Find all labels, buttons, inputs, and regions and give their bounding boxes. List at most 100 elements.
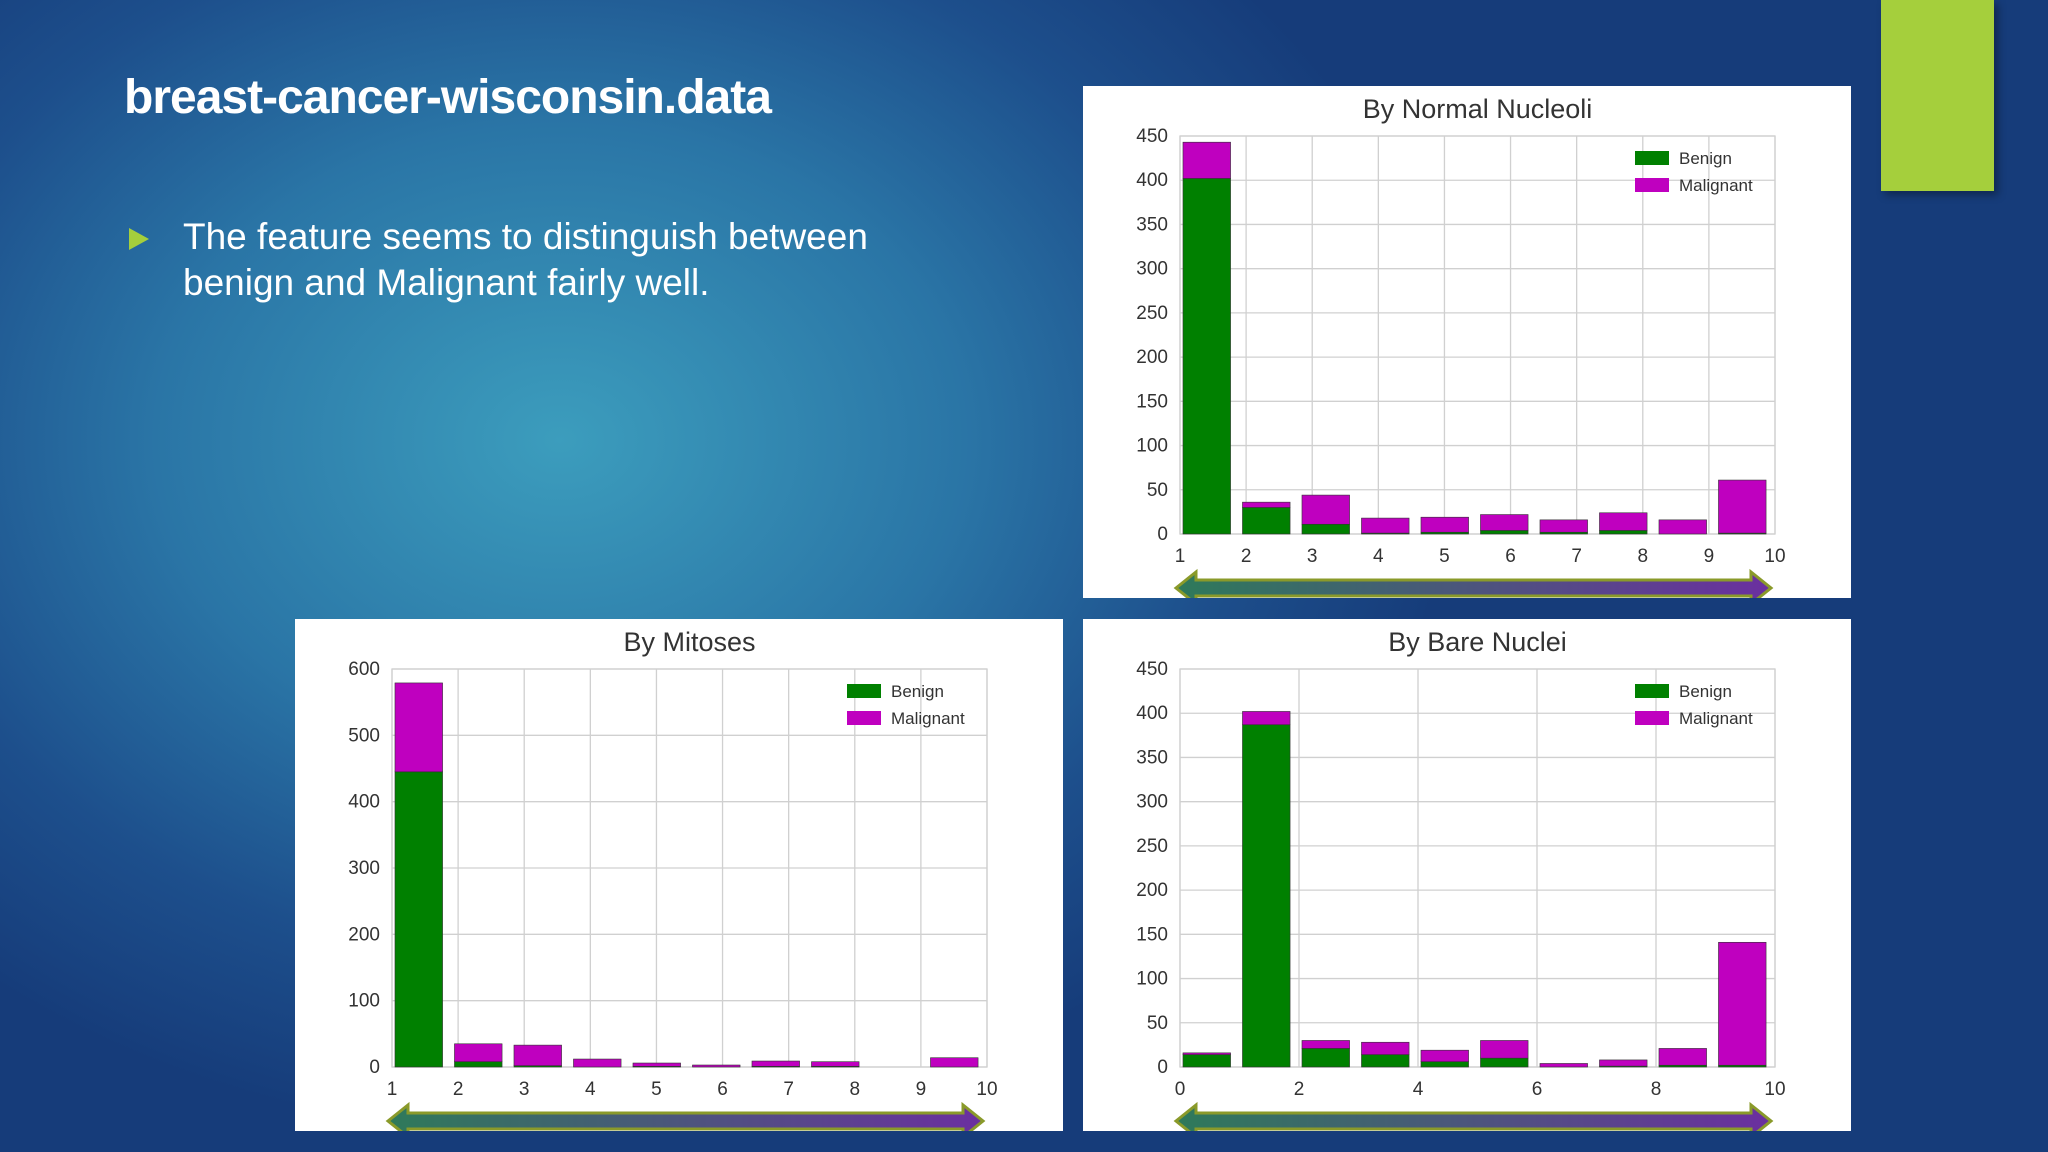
range-arrow <box>1173 568 1774 608</box>
bar <box>1301 523 1350 535</box>
bullet-text: The feature seems to distinguish between… <box>183 216 868 303</box>
legend-label: Malignant <box>891 709 965 728</box>
legend-label: Benign <box>1679 682 1732 701</box>
bar <box>513 1044 562 1066</box>
x-tick-label: 7 <box>1571 546 1582 567</box>
chart-panel: By Bare Nuclei 0 50 100 150 200 250 300 350 400 45… <box>1083 619 1851 1141</box>
bar <box>1539 519 1588 533</box>
bar <box>1718 479 1767 534</box>
plot-frame <box>1179 135 1776 535</box>
plot-frame <box>391 668 988 1068</box>
bar <box>1480 1057 1529 1068</box>
bar <box>1242 711 1291 726</box>
x-tick-label: 6 <box>1532 1079 1543 1100</box>
y-tick-label: 350 <box>1136 214 1168 235</box>
y-tick-label: 0 <box>1157 1057 1168 1078</box>
y-tick-label: 100 <box>1136 969 1168 990</box>
y-tick-label: 50 <box>1147 480 1168 501</box>
bar <box>1480 1040 1529 1059</box>
y-tick-label: 400 <box>1136 703 1168 724</box>
y-tick-label: 200 <box>348 924 380 945</box>
x-tick-label: 9 <box>1704 546 1715 567</box>
bar <box>1599 512 1648 531</box>
x-tick-label: 8 <box>1637 546 1648 567</box>
bar <box>1301 1040 1350 1049</box>
legend-swatch <box>847 711 881 725</box>
bar <box>751 1060 800 1067</box>
bullet-icon <box>129 228 149 250</box>
y-tick-label: 400 <box>1136 170 1168 191</box>
chart-title: By Normal Nucleoli <box>1363 94 1593 124</box>
legend-swatch <box>1635 151 1669 165</box>
y-tick-label: 250 <box>1136 836 1168 857</box>
y-tick-label: 100 <box>1136 436 1168 457</box>
range-arrow <box>1173 1101 1774 1141</box>
x-tick-label: 0 <box>1175 1079 1186 1100</box>
chart: By Mitoses 0 100 200 300 400 500 600 1 2 3 4 5 6 7 8 9 10… <box>348 627 998 1141</box>
legend-swatch <box>1635 178 1669 192</box>
y-tick-label: 450 <box>1136 126 1168 147</box>
bar <box>1420 1061 1469 1068</box>
bar <box>1182 1052 1231 1055</box>
chart: By Normal Nucleoli 0 50 100 150 200 250 300 350 4… <box>1136 94 1786 608</box>
bar <box>1361 1041 1410 1055</box>
bar <box>1420 1049 1469 1062</box>
bar <box>1718 941 1767 1066</box>
x-tick-label: 4 <box>1413 1079 1424 1100</box>
x-tick-label: 8 <box>849 1079 860 1100</box>
y-tick-label: 100 <box>348 991 380 1012</box>
x-tick-label: 8 <box>1651 1079 1662 1100</box>
x-tick-label: 9 <box>916 1079 927 1100</box>
bar <box>1182 1054 1231 1068</box>
bar <box>1242 724 1291 1068</box>
y-tick-label: 200 <box>1136 347 1168 368</box>
y-tick-label: 600 <box>348 659 380 680</box>
chart-title: By Bare Nuclei <box>1388 627 1567 657</box>
legend-swatch <box>1635 711 1669 725</box>
slide-title: breast-cancer-wisconsin.data <box>124 71 772 124</box>
legend-label: Malignant <box>1679 176 1753 195</box>
x-tick-label: 10 <box>1764 546 1785 567</box>
bar <box>1658 519 1707 535</box>
bar <box>1301 1048 1350 1068</box>
bar <box>1182 141 1231 179</box>
bar <box>930 1057 979 1068</box>
y-tick-label: 500 <box>348 725 380 746</box>
bar <box>1242 501 1291 508</box>
chart-title: By Mitoses <box>623 627 755 657</box>
y-tick-label: 200 <box>1136 880 1168 901</box>
x-tick-label: 6 <box>1505 546 1516 567</box>
y-tick-label: 0 <box>369 1057 380 1078</box>
bar <box>1242 507 1291 535</box>
y-tick-label: 450 <box>1136 659 1168 680</box>
x-tick-label: 2 <box>453 1079 464 1100</box>
x-tick-label: 10 <box>1764 1079 1785 1100</box>
legend-label: Benign <box>891 682 944 701</box>
x-tick-label: 4 <box>1373 546 1384 567</box>
plot-frame <box>1179 668 1776 1068</box>
legend-swatch <box>1635 684 1669 698</box>
bar <box>811 1061 860 1067</box>
x-tick-label: 2 <box>1241 546 1252 567</box>
bar <box>394 682 443 773</box>
y-tick-label: 250 <box>1136 303 1168 324</box>
y-tick-label: 300 <box>348 858 380 879</box>
legend-label: Malignant <box>1679 709 1753 728</box>
y-tick-label: 350 <box>1136 747 1168 768</box>
x-tick-label: 3 <box>519 1079 530 1100</box>
bar <box>632 1062 681 1067</box>
chart: By Bare Nuclei05010015020025030035040045… <box>1136 627 1786 1141</box>
x-tick-label: 1 <box>1175 546 1186 567</box>
y-tick-label: 50 <box>1147 1013 1168 1034</box>
y-tick-label: 0 <box>1157 524 1168 545</box>
bar <box>573 1058 622 1068</box>
y-tick-label: 150 <box>1136 924 1168 945</box>
bar <box>1420 516 1469 533</box>
x-tick-label: 2 <box>1294 1079 1305 1100</box>
chart-panel: By Mitoses 0 100 200 300 400 500 600 1 2 3 4 5 6 7 8 9 10… <box>295 619 1063 1141</box>
bar <box>1480 514 1529 531</box>
x-tick-label: 10 <box>976 1079 997 1100</box>
y-tick-label: 400 <box>348 792 380 813</box>
x-tick-label: 5 <box>651 1079 662 1100</box>
